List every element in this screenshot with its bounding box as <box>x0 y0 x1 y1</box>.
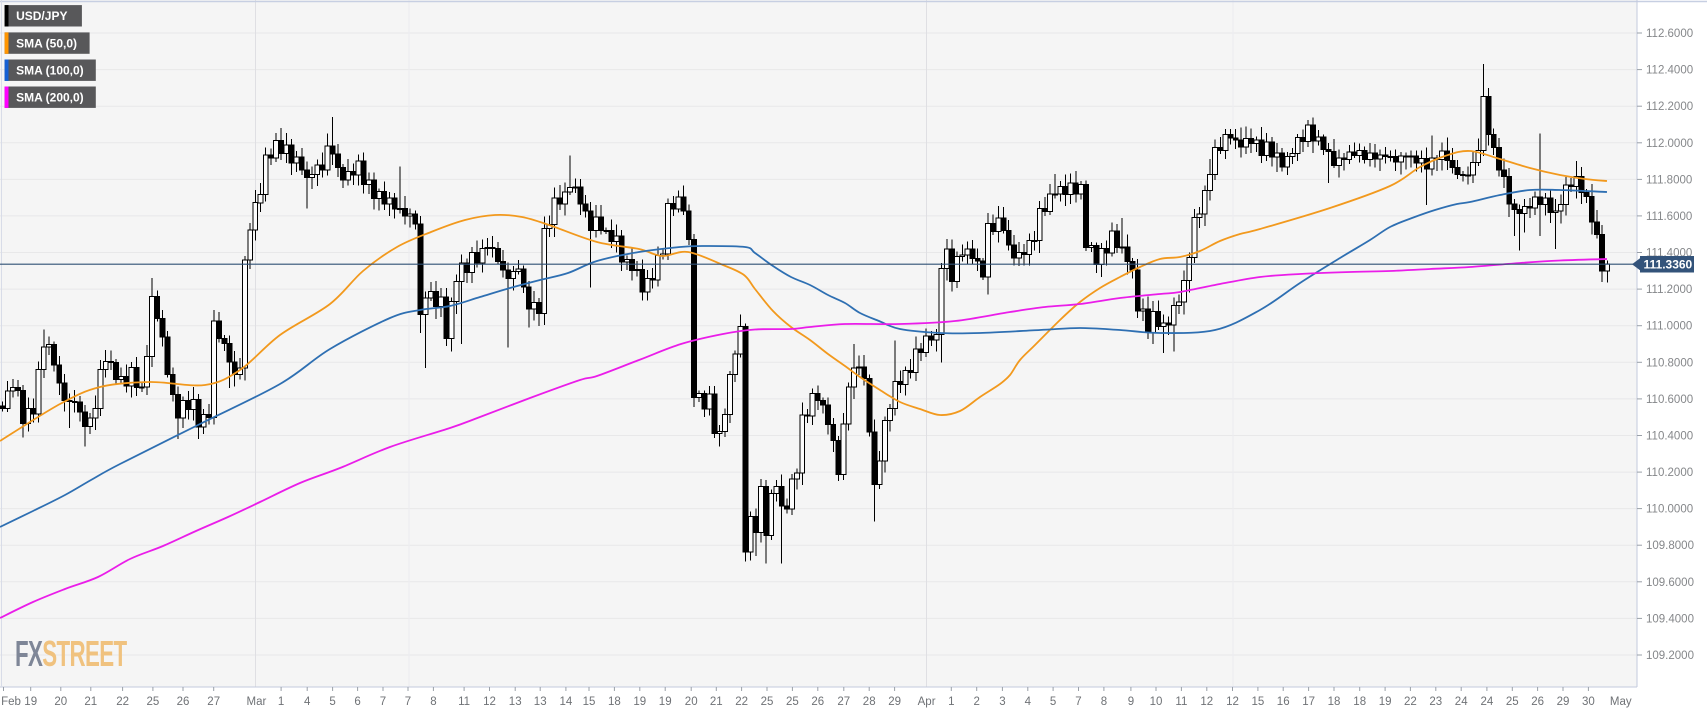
svg-text:FXSTREET: FXSTREET <box>15 635 127 675</box>
svg-text:Mar: Mar <box>246 696 266 708</box>
svg-text:111.3360: 111.3360 <box>1644 258 1693 272</box>
svg-text:17: 17 <box>1302 696 1315 708</box>
svg-text:18: 18 <box>1328 696 1341 708</box>
svg-text:12: 12 <box>483 696 496 708</box>
svg-text:Apr: Apr <box>918 696 936 708</box>
svg-text:19: 19 <box>24 696 37 708</box>
svg-text:8: 8 <box>1101 696 1107 708</box>
svg-text:14: 14 <box>560 696 573 708</box>
svg-text:112.6000: 112.6000 <box>1646 28 1693 40</box>
svg-text:4: 4 <box>304 696 311 708</box>
svg-text:25: 25 <box>761 696 774 708</box>
svg-text:112.0000: 112.0000 <box>1646 138 1693 150</box>
svg-text:109.6000: 109.6000 <box>1646 577 1694 589</box>
svg-text:110.4000: 110.4000 <box>1646 431 1693 443</box>
svg-text:110.2000: 110.2000 <box>1646 467 1693 479</box>
svg-text:110.6000: 110.6000 <box>1646 394 1693 406</box>
svg-text:13: 13 <box>534 696 547 708</box>
svg-text:16: 16 <box>1277 696 1290 708</box>
svg-text:29: 29 <box>1557 696 1570 708</box>
svg-text:1: 1 <box>278 696 284 708</box>
svg-text:5: 5 <box>329 696 335 708</box>
svg-text:25: 25 <box>786 696 799 708</box>
svg-text:SMA (50,0): SMA (50,0) <box>16 36 77 50</box>
svg-text:22: 22 <box>735 696 748 708</box>
svg-text:11: 11 <box>458 696 470 708</box>
svg-text:109.4000: 109.4000 <box>1646 613 1694 625</box>
svg-text:21: 21 <box>84 696 97 708</box>
svg-text:18: 18 <box>608 696 621 708</box>
svg-text:4: 4 <box>1025 696 1032 708</box>
svg-text:19: 19 <box>633 696 646 708</box>
svg-text:110.8000: 110.8000 <box>1646 357 1693 369</box>
svg-text:12: 12 <box>1200 696 1213 708</box>
svg-text:7: 7 <box>380 696 386 708</box>
svg-text:109.8000: 109.8000 <box>1646 540 1694 552</box>
svg-text:19: 19 <box>659 696 672 708</box>
svg-text:7: 7 <box>1075 696 1081 708</box>
svg-text:26: 26 <box>177 696 190 708</box>
svg-text:23: 23 <box>1429 696 1442 708</box>
svg-text:3: 3 <box>999 696 1005 708</box>
svg-text:8: 8 <box>430 696 436 708</box>
svg-text:27: 27 <box>207 696 220 708</box>
svg-text:109.2000: 109.2000 <box>1646 650 1694 662</box>
svg-text:111.6000: 111.6000 <box>1646 211 1692 223</box>
svg-text:20: 20 <box>54 696 67 708</box>
svg-text:15: 15 <box>1252 696 1265 708</box>
svg-text:12: 12 <box>1226 696 1239 708</box>
svg-text:May: May <box>1610 696 1632 708</box>
svg-text:7: 7 <box>405 696 411 708</box>
svg-text:112.4000: 112.4000 <box>1646 65 1693 77</box>
svg-text:6: 6 <box>354 696 360 708</box>
svg-text:26: 26 <box>811 696 824 708</box>
svg-text:SMA (200,0): SMA (200,0) <box>16 91 84 105</box>
svg-text:USD/JPY: USD/JPY <box>16 9 67 23</box>
svg-text:111.2000: 111.2000 <box>1646 284 1692 296</box>
svg-text:25: 25 <box>1506 696 1519 708</box>
svg-text:5: 5 <box>1050 696 1056 708</box>
svg-text:11: 11 <box>1175 696 1187 708</box>
svg-text:26: 26 <box>1531 696 1544 708</box>
svg-text:22: 22 <box>1404 696 1417 708</box>
svg-text:15: 15 <box>583 696 596 708</box>
svg-text:20: 20 <box>685 696 698 708</box>
svg-text:24: 24 <box>1481 696 1494 708</box>
svg-text:112.2000: 112.2000 <box>1646 101 1693 113</box>
svg-text:21: 21 <box>710 696 723 708</box>
svg-text:9: 9 <box>1128 696 1134 708</box>
svg-text:1: 1 <box>948 696 954 708</box>
svg-text:SMA (100,0): SMA (100,0) <box>16 64 84 78</box>
svg-text:111.0000: 111.0000 <box>1646 321 1692 333</box>
svg-text:29: 29 <box>888 696 901 708</box>
svg-text:Feb: Feb <box>1 696 21 708</box>
svg-text:18: 18 <box>1353 696 1366 708</box>
svg-text:24: 24 <box>1455 696 1468 708</box>
svg-text:27: 27 <box>837 696 850 708</box>
svg-text:22: 22 <box>116 696 129 708</box>
svg-text:2: 2 <box>973 696 979 708</box>
svg-text:19: 19 <box>1379 696 1392 708</box>
svg-text:110.0000: 110.0000 <box>1646 504 1693 516</box>
svg-text:13: 13 <box>509 696 522 708</box>
svg-text:111.8000: 111.8000 <box>1646 174 1692 186</box>
svg-text:10: 10 <box>1150 696 1163 708</box>
svg-text:28: 28 <box>863 696 876 708</box>
svg-text:25: 25 <box>147 696 160 708</box>
svg-text:30: 30 <box>1582 696 1595 708</box>
